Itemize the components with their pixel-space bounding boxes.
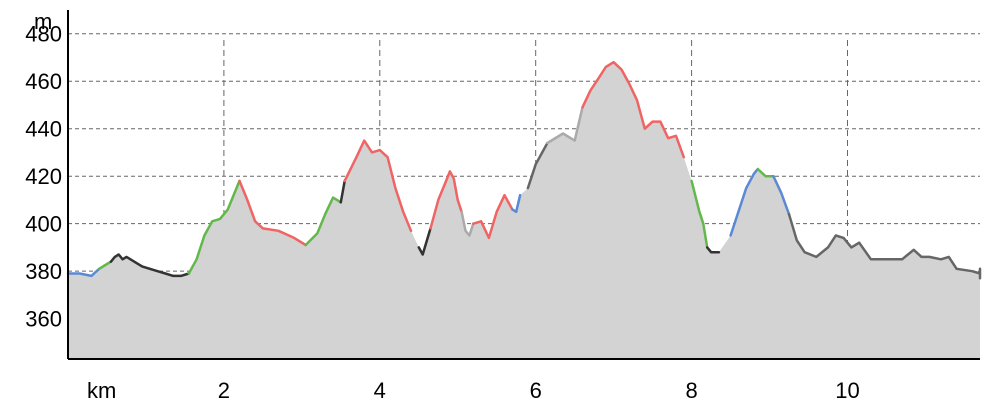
y-tick-label-480: 480 bbox=[25, 22, 62, 47]
elevation-segment-0 bbox=[66, 267, 101, 278]
elevation-segment-8 bbox=[417, 227, 432, 256]
elevation-segment-19 bbox=[756, 167, 775, 178]
x-tick-label-2: 2 bbox=[218, 378, 230, 403]
x-axis-unit-label: km bbox=[87, 378, 116, 403]
y-axis-unit-label: m bbox=[34, 9, 52, 34]
x-tick-label-4: 4 bbox=[374, 378, 386, 403]
y-tick-label-380: 380 bbox=[25, 259, 62, 284]
elevation-segment-21 bbox=[787, 212, 982, 280]
y-tick-label-460: 460 bbox=[25, 69, 62, 94]
y-tick-label-420: 420 bbox=[25, 164, 62, 189]
y-tick-label-400: 400 bbox=[25, 212, 62, 237]
x-tick-labels: 2 4 6 8 10 bbox=[218, 378, 860, 403]
elevation-segment-7 bbox=[343, 139, 413, 233]
x-tick-label-8: 8 bbox=[685, 378, 697, 403]
elevation-segment-3 bbox=[187, 179, 241, 275]
elevation-segment-4 bbox=[238, 179, 307, 247]
y-tick-labels: 360 380 400 420 440 460 480 bbox=[25, 22, 62, 332]
elevation-segment-5 bbox=[304, 196, 343, 247]
elevation-segment-6 bbox=[339, 179, 346, 204]
elevation-segment-10 bbox=[460, 210, 475, 237]
elevation-segment-2 bbox=[109, 253, 191, 278]
x-tick-label-6: 6 bbox=[530, 378, 542, 403]
elevation-segment-14 bbox=[546, 106, 584, 145]
elevation-area bbox=[68, 62, 980, 359]
x-tick-label-10: 10 bbox=[835, 378, 859, 403]
elevation-line-segments bbox=[66, 60, 982, 280]
elevation-segment-11 bbox=[472, 193, 514, 240]
elevation-segment-13 bbox=[526, 141, 549, 190]
elevation-segment-12 bbox=[511, 193, 522, 214]
elevation-segment-9 bbox=[429, 170, 463, 230]
elevation-segment-16 bbox=[690, 179, 709, 249]
elevation-segment-1 bbox=[97, 260, 113, 271]
y-tick-label-440: 440 bbox=[25, 117, 62, 142]
elevation-segment-17 bbox=[705, 246, 721, 254]
elevation-segment-18 bbox=[729, 167, 760, 237]
y-tick-label-360: 360 bbox=[25, 307, 62, 332]
elevation-segment-15 bbox=[581, 60, 686, 159]
elevation-segment-20 bbox=[772, 174, 791, 216]
